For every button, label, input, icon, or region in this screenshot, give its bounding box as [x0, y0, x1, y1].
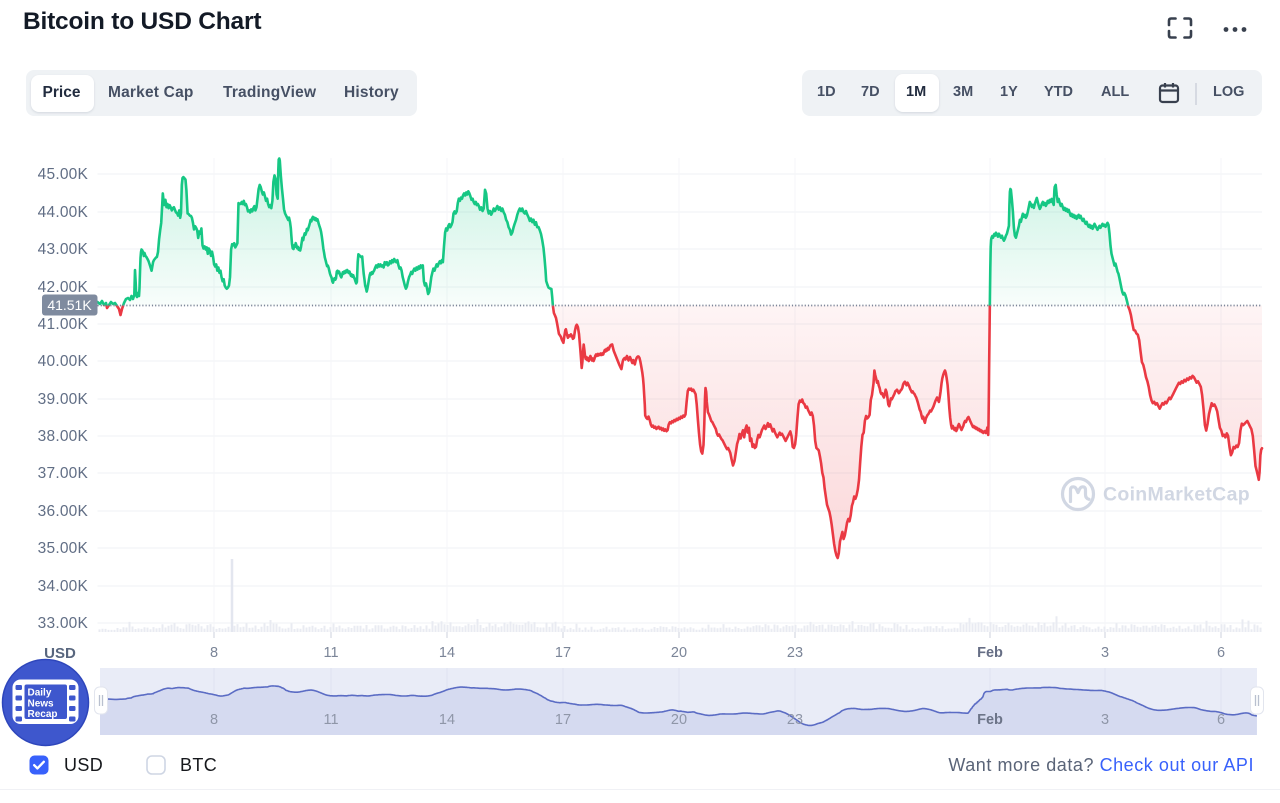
svg-text:14: 14 [439, 712, 455, 728]
svg-text:14: 14 [439, 645, 455, 661]
svg-text:20: 20 [671, 645, 687, 661]
svg-text:17: 17 [555, 712, 571, 728]
svg-text:37.00K: 37.00K [38, 465, 89, 482]
svg-text:8: 8 [210, 712, 218, 728]
svg-text:3: 3 [1101, 645, 1109, 661]
svg-text:6: 6 [1217, 712, 1225, 728]
svg-text:43.00K: 43.00K [38, 241, 89, 258]
svg-text:33.00K: 33.00K [38, 615, 89, 632]
svg-text:11: 11 [323, 712, 338, 728]
svg-text:40.00K: 40.00K [38, 353, 89, 370]
svg-text:45.00K: 45.00K [38, 166, 89, 183]
svg-text:23: 23 [787, 645, 803, 661]
svg-text:Recap: Recap [28, 709, 58, 720]
svg-text:41.00K: 41.00K [38, 316, 89, 333]
svg-text:39.00K: 39.00K [38, 391, 89, 408]
svg-text:44.00K: 44.00K [38, 204, 89, 221]
svg-text:Daily: Daily [28, 688, 52, 699]
svg-text:23: 23 [787, 712, 803, 728]
svg-text:Feb: Feb [977, 645, 1003, 661]
svg-text:USD: USD [44, 645, 76, 662]
svg-text:38.00K: 38.00K [38, 428, 89, 445]
svg-text:8: 8 [210, 645, 218, 661]
svg-text:20: 20 [671, 712, 687, 728]
svg-text:41.51K: 41.51K [47, 297, 92, 313]
svg-text:Feb: Feb [977, 712, 1003, 728]
svg-text:6: 6 [1217, 645, 1225, 661]
svg-text:34.00K: 34.00K [38, 578, 89, 595]
svg-text:News: News [28, 699, 55, 710]
svg-text:3: 3 [1101, 712, 1109, 728]
svg-text:CoinMarketCap: CoinMarketCap [1103, 484, 1250, 506]
svg-text:36.00K: 36.00K [38, 503, 89, 520]
svg-text:11: 11 [323, 645, 338, 661]
svg-text:35.00K: 35.00K [38, 540, 89, 557]
svg-text:17: 17 [555, 645, 571, 661]
svg-text:42.00K: 42.00K [38, 279, 89, 296]
